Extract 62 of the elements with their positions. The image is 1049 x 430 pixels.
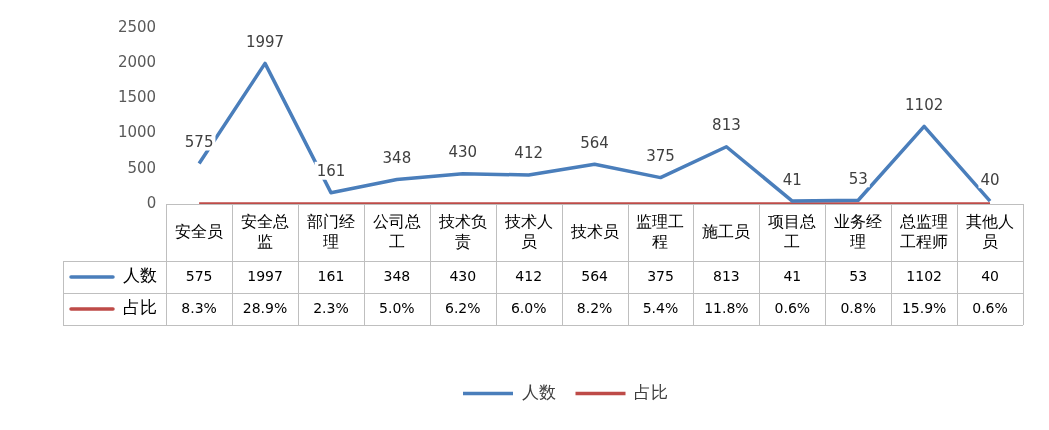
data-label: 40 <box>981 267 999 284</box>
y-tick-label: 2500 <box>117 17 157 36</box>
data-label: 813 <box>713 267 740 284</box>
x-tick-label: 安全员 <box>175 221 224 241</box>
text: 430 <box>448 143 478 162</box>
data-label: 6.2% <box>444 299 481 316</box>
text: 53 <box>848 169 868 188</box>
data-label: 1102 <box>906 267 942 284</box>
data-label: 412 <box>515 267 543 284</box>
text: 1997 <box>245 32 285 51</box>
data-label: 430 <box>449 267 477 284</box>
data-label: 5.0% <box>379 299 415 316</box>
text: 575 <box>184 132 214 151</box>
text: 41 <box>782 170 802 189</box>
y-tick-label: 500 <box>127 158 157 177</box>
data-label: 5.4% <box>642 299 679 316</box>
x-tick-label: 业务经理 <box>834 211 883 251</box>
y-tick-label: 1000 <box>117 123 157 142</box>
x-tick-label: 公司总工 <box>372 211 421 251</box>
legend-label: 人数 <box>123 265 157 286</box>
data-label: 0.8% <box>840 299 877 316</box>
data-label: 8.2% <box>576 299 613 316</box>
data-label: 28.9% <box>242 299 288 316</box>
text: 占比 <box>634 381 668 402</box>
data-label: 2.3% <box>313 299 349 316</box>
x-tick-label: 技术员 <box>569 221 619 241</box>
y-tick-label: 0 <box>146 193 157 212</box>
data-label: 0.6% <box>972 299 1008 316</box>
data-label: 575 <box>185 267 213 284</box>
x-tick-label: 监理工程 <box>636 211 685 251</box>
data-label: 11.8% <box>704 299 749 316</box>
x-tick-label: 项目总工 <box>768 211 817 251</box>
data-label: 8.3% <box>181 299 217 316</box>
y-tick-label: 2000 <box>117 53 157 72</box>
text: 人数 <box>521 381 556 402</box>
data-label: 375 <box>647 267 674 284</box>
text: 375 <box>646 146 675 165</box>
x-tick-label: 技术人员 <box>503 211 553 251</box>
data-label: 1997 <box>247 267 283 284</box>
x-tick-label: 总监理工程师 <box>899 211 949 251</box>
data-label: 15.9% <box>901 299 947 316</box>
data-label: 53 <box>849 267 868 284</box>
data-label: 0.6% <box>774 299 811 316</box>
x-tick-label: 施工员 <box>702 221 751 241</box>
text: 412 <box>514 144 543 163</box>
x-tick-label: 安全总监 <box>241 211 290 251</box>
text: 1102 <box>905 95 944 114</box>
text: 161 <box>316 162 346 181</box>
x-tick-label: 技术负责 <box>437 211 487 251</box>
data-label: 348 <box>383 267 411 284</box>
text: 564 <box>580 133 609 152</box>
y-tick-label: 1500 <box>117 88 157 107</box>
data-label: 564 <box>581 267 609 284</box>
data-label: 6.0% <box>510 299 547 316</box>
text: 813 <box>712 116 741 135</box>
data-label: 41 <box>783 267 802 284</box>
x-tick-label: 其他人员 <box>966 211 1015 251</box>
text: 348 <box>382 148 412 167</box>
data-label: 161 <box>317 267 345 284</box>
legend-label: 占比 <box>123 297 157 318</box>
text: 40 <box>980 170 1000 189</box>
x-tick-label: 部门经理 <box>306 211 355 251</box>
